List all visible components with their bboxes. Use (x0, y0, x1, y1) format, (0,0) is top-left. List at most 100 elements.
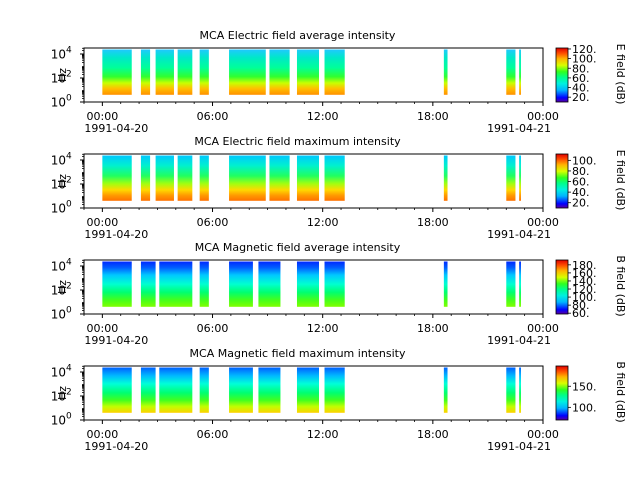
x-tick-label: 00:00 (87, 322, 119, 335)
data-segment (102, 49, 132, 95)
y-tick-label: 10 (51, 154, 66, 168)
x-tick-label: 12:00 (307, 322, 339, 335)
x-tick-label: 06:00 (197, 428, 229, 441)
x-tick-label: 18:00 (417, 428, 449, 441)
data-segment (296, 367, 320, 413)
x-date-label-start: 1991-04-20 (84, 440, 148, 453)
x-date-label-end: 1991-04-21 (487, 440, 551, 453)
data-segment (229, 261, 253, 307)
x-date-label-start: 1991-04-20 (84, 334, 148, 347)
data-segment (102, 155, 132, 201)
y-tick-exponent: 4 (66, 152, 72, 162)
y-axis-label: Hz (56, 280, 69, 294)
colorbar (555, 365, 569, 421)
panel-title: MCA Magnetic field average intensity (195, 241, 401, 254)
colorbar (555, 153, 569, 209)
colorbar-tick-label: 120. (572, 283, 597, 296)
plot-area (83, 47, 544, 103)
plot-area (83, 365, 544, 421)
x-tick-label: 00:00 (527, 110, 559, 123)
plot-area (83, 259, 544, 315)
data-segment (140, 367, 156, 413)
data-segment (155, 49, 174, 95)
y-axis-label: Hz (56, 386, 69, 400)
y-tick-exponent: 0 (66, 94, 72, 104)
y-axis-label: Hz (56, 68, 69, 82)
data-segment (229, 49, 266, 95)
data-segment (140, 261, 156, 307)
y-tick-label: 10 (51, 72, 66, 86)
colorbar (555, 259, 569, 315)
x-tick-label: 18:00 (417, 322, 449, 335)
data-segment (258, 367, 281, 413)
data-segment (324, 261, 345, 307)
y-tick-label: 10 (51, 178, 66, 192)
x-date-label-end: 1991-04-21 (487, 334, 551, 347)
y-tick-exponent: 4 (66, 258, 72, 268)
plot-area (83, 153, 544, 209)
colorbar-label: B field (dB) (614, 255, 627, 316)
x-tick-label: 00:00 (527, 216, 559, 229)
colorbar (555, 47, 569, 103)
data-segment (102, 367, 132, 413)
y-tick-label: 10 (51, 260, 66, 274)
colorbar-tick-label: 100. (572, 53, 597, 66)
y-tick-label: 10 (51, 48, 66, 62)
data-segment (159, 367, 193, 413)
x-date-label-end: 1991-04-21 (487, 228, 551, 241)
colorbar-tick-label: 80. (572, 165, 590, 178)
data-segment (506, 367, 516, 413)
x-tick-label: 00:00 (527, 322, 559, 335)
data-segment (506, 155, 516, 201)
data-segment (140, 49, 151, 95)
colorbar-tick-label: 20. (572, 197, 590, 210)
y-tick-exponent: 0 (66, 200, 72, 210)
data-segment (140, 155, 151, 201)
colorbar-tick-label: 140. (572, 275, 597, 288)
data-segment (519, 367, 521, 413)
y-tick-label: 10 (51, 284, 66, 298)
y-tick-exponent: 2 (66, 176, 72, 186)
y-tick-exponent: 0 (66, 306, 72, 316)
data-segment (324, 155, 345, 201)
colorbar-tick-label: 60. (572, 72, 590, 85)
colorbar-tick-label: 80. (572, 62, 590, 75)
data-segment (102, 261, 132, 307)
y-axis-label: Hz (56, 174, 69, 188)
data-segment (258, 261, 281, 307)
data-segment (296, 155, 320, 201)
colorbar-tick-label: 120. (572, 43, 597, 56)
data-segment (155, 155, 174, 201)
x-tick-label: 06:00 (197, 110, 229, 123)
x-date-label-start: 1991-04-20 (84, 228, 148, 241)
data-segment (296, 261, 320, 307)
x-tick-label: 12:00 (307, 110, 339, 123)
data-segment (519, 261, 521, 307)
x-tick-label: 00:00 (87, 428, 119, 441)
y-tick-label: 10 (51, 390, 66, 404)
x-tick-label: 06:00 (197, 322, 229, 335)
colorbar-label: B field (dB) (614, 361, 627, 422)
data-segment (506, 261, 516, 307)
data-segment (443, 49, 448, 95)
data-segment (159, 261, 193, 307)
data-segment (519, 49, 521, 95)
data-segment (443, 367, 448, 413)
colorbar-tick-label: 60. (572, 307, 590, 320)
colorbar-tick-label: 180. (572, 259, 597, 272)
colorbar-tick-label: 160. (572, 267, 597, 280)
y-tick-label: 10 (51, 202, 66, 216)
y-tick-exponent: 2 (66, 70, 72, 80)
data-segment (296, 49, 320, 95)
x-tick-label: 18:00 (417, 110, 449, 123)
data-segment (519, 155, 521, 201)
x-tick-label: 12:00 (307, 428, 339, 441)
x-tick-label: 18:00 (417, 216, 449, 229)
data-segment (443, 155, 448, 201)
y-tick-exponent: 4 (66, 46, 72, 56)
y-tick-label: 10 (51, 366, 66, 380)
colorbar-tick-label: 40. (572, 82, 590, 95)
colorbar-tick-label: 40. (572, 186, 590, 199)
data-segment (506, 49, 516, 95)
